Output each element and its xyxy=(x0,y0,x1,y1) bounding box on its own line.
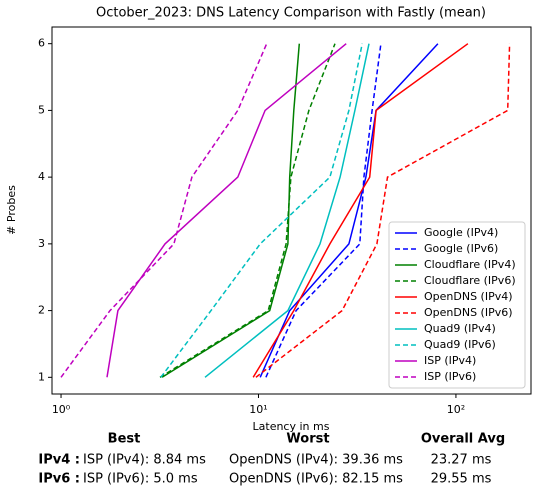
y-axis-label: # Probes xyxy=(5,185,18,235)
series-line xyxy=(252,43,469,378)
series-line xyxy=(160,43,363,378)
series-line xyxy=(60,43,268,378)
worst-value: OpenDNS (IPv4): 39.36 ms xyxy=(229,453,403,468)
series-line xyxy=(161,43,301,378)
legend-label: Google (IPv6) xyxy=(424,242,498,255)
y-tick-label: 4 xyxy=(38,170,45,183)
legend-label: Quad9 (IPv4) xyxy=(424,322,496,335)
row-label: IPv4 : xyxy=(38,453,80,468)
avg-value: 23.27 ms xyxy=(431,453,492,468)
legend-label: OpenDNS (IPv6) xyxy=(424,306,513,319)
x-tick-label: 10² xyxy=(447,403,465,416)
x-axis-label: Latency in ms xyxy=(253,420,330,433)
plot-frame xyxy=(51,26,532,395)
legend-label: Cloudflare (IPv4) xyxy=(424,258,516,271)
best-value: ISP (IPv4): 8.84 ms xyxy=(83,453,206,468)
best-value: ISP (IPv6): 5.0 ms xyxy=(83,472,198,487)
series-line xyxy=(259,43,439,378)
row-label: IPv6 : xyxy=(38,472,80,487)
legend-label: ISP (IPv6) xyxy=(424,370,476,383)
summary-header: Worst xyxy=(286,432,329,447)
avg-value: 29.55 ms xyxy=(431,472,492,487)
legend-label: ISP (IPv4) xyxy=(424,354,476,367)
x-tick-label: 10¹ xyxy=(249,403,267,416)
summary-header: Best xyxy=(108,432,141,447)
x-tick-label: 10⁰ xyxy=(52,403,71,416)
series-line xyxy=(204,43,370,378)
y-tick-label: 3 xyxy=(38,237,45,250)
chart-title: October_2023: DNS Latency Comparison wit… xyxy=(96,6,486,21)
legend-box xyxy=(388,221,526,389)
legend-label: Google (IPv4) xyxy=(424,226,498,239)
worst-value: OpenDNS (IPv6): 82.15 ms xyxy=(229,472,403,487)
legend-label: OpenDNS (IPv4) xyxy=(424,290,513,303)
series-line xyxy=(159,43,336,378)
y-tick-label: 1 xyxy=(38,370,45,383)
y-tick-label: 5 xyxy=(38,103,45,116)
legend-label: Cloudflare (IPv6) xyxy=(424,274,516,287)
legend-label: Quad9 (IPv6) xyxy=(424,338,496,351)
y-tick-label: 6 xyxy=(38,37,45,50)
summary-header: Overall Avg xyxy=(421,432,505,447)
series-line xyxy=(106,43,347,378)
y-tick-label: 2 xyxy=(38,304,45,317)
series-line xyxy=(255,43,511,378)
